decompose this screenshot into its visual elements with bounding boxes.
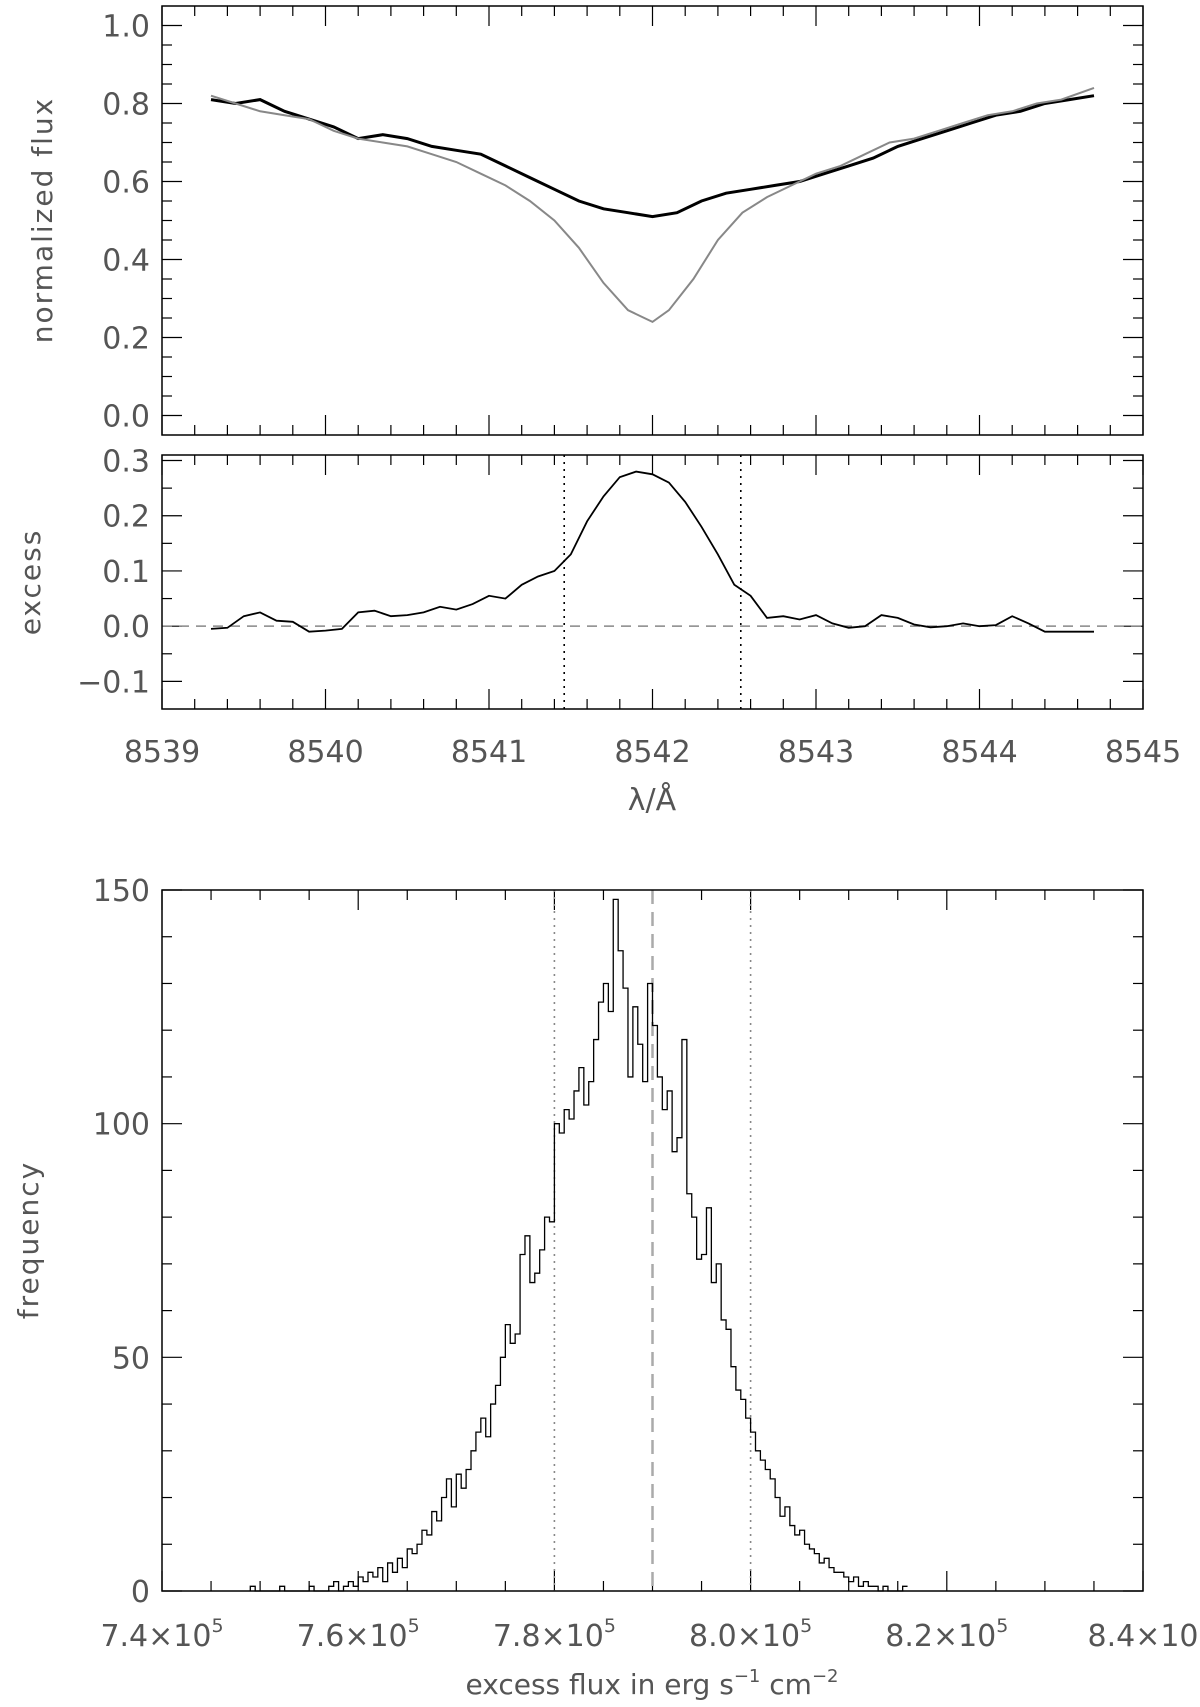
excess-y-tick-label: 0.1 xyxy=(102,555,150,590)
excess-x-tick-label: 8539 xyxy=(124,735,200,770)
excess-x-tick-label: 8543 xyxy=(778,735,854,770)
excess-series-line xyxy=(210,470,1094,633)
excess-plot-frame xyxy=(161,454,1144,710)
excess-x-tick-label: 8542 xyxy=(614,735,690,770)
excess-panel: −0.1 0.0 0.1 0.2 0.3 8539 8540 8541 8542 8543 854… xyxy=(14,445,1181,818)
hist-x-axis-label-exp1: −1 xyxy=(734,1666,761,1687)
hist-x-axis-label-main: excess flux in erg s xyxy=(466,1668,734,1701)
flux-panel: 0.0 0.2 0.4 0.6 0.8 1.0 normalized flux xyxy=(26,5,1144,436)
flux-y-tick-label: 0.6 xyxy=(102,166,150,201)
flux-y-tick-label: 0.4 xyxy=(102,244,150,279)
hist-y-tick-labels: 0 50 100 150 xyxy=(93,874,150,1610)
excess-y-tick-label: −0.1 xyxy=(77,665,150,700)
flux-y-tick-labels: 0.0 0.2 0.4 0.6 0.8 1.0 xyxy=(102,10,150,435)
excess-y-tick-label: 0.3 xyxy=(102,445,150,480)
hist-x-tick-label: 8.2×105 xyxy=(885,1615,1008,1654)
flux-plot-frame xyxy=(161,5,1144,436)
hist-x-axis-label-mid: cm xyxy=(760,1668,812,1701)
hist-plot-frame xyxy=(161,889,1144,1592)
hist-x-tick-label: 7.4×105 xyxy=(100,1615,223,1654)
excess-x-tick-label: 8545 xyxy=(1105,735,1181,770)
flux-y-tick-label: 1.0 xyxy=(102,10,150,45)
hist-x-tick-label: 7.8×105 xyxy=(493,1615,616,1654)
hist-x-tick-label: 8.0×105 xyxy=(689,1615,812,1654)
flux-gridticks xyxy=(161,6,1144,435)
excess-markers xyxy=(563,455,742,709)
excess-y-axis-label: excess xyxy=(14,529,47,636)
hist-x-tick-label: 8.4×10 xyxy=(1087,1619,1198,1654)
hist-y-tick-label: 100 xyxy=(93,1108,150,1143)
hist-x-tick-labels: 7.4×105 7.6×105 7.8×105 8.0×105 8.2×105 8.4×1… xyxy=(100,1615,1198,1654)
excess-x-tick-label: 8541 xyxy=(451,735,527,770)
excess-x-tick-labels: 8539 8540 8541 8542 8543 8544 8545 xyxy=(124,735,1181,770)
flux-gray-series-line xyxy=(210,86,1095,324)
excess-x-tick-label: 8540 xyxy=(287,735,363,770)
excess-gridticks xyxy=(161,455,1144,709)
hist-y-tick-label: 0 xyxy=(131,1575,150,1610)
hist-steps xyxy=(249,898,908,1592)
hist-y-axis-label: frequency xyxy=(12,1161,45,1319)
flux-black-series-line xyxy=(210,94,1095,219)
flux-y-tick-label: 0.2 xyxy=(102,322,150,357)
histogram-panel: 0 50 100 150 7.4×105 7.6×105 7.8×105 8.0×105 8.… xyxy=(12,874,1199,1701)
hist-y-tick-label: 150 xyxy=(93,874,150,909)
excess-series xyxy=(210,470,1094,633)
flux-series xyxy=(210,86,1095,324)
excess-x-axis-label: λ/Å xyxy=(628,782,677,818)
flux-y-tick-label: 0.8 xyxy=(102,88,150,123)
excess-x-tick-label: 8544 xyxy=(941,735,1017,770)
excess-y-tick-label: 0.2 xyxy=(102,500,150,535)
excess-y-tick-labels: −0.1 0.0 0.1 0.2 0.3 xyxy=(77,445,150,701)
hist-x-axis-label-exp2: −2 xyxy=(812,1666,839,1687)
flux-y-axis-label: normalized flux xyxy=(26,97,59,343)
hist-y-tick-label: 50 xyxy=(112,1341,150,1376)
hist-x-tick-label: 7.6×105 xyxy=(297,1615,420,1654)
flux-y-tick-label: 0.0 xyxy=(102,400,150,435)
excess-y-tick-label: 0.0 xyxy=(102,610,150,645)
hist-x-axis-label: excess flux in erg s−1 cm−2 xyxy=(466,1666,839,1701)
